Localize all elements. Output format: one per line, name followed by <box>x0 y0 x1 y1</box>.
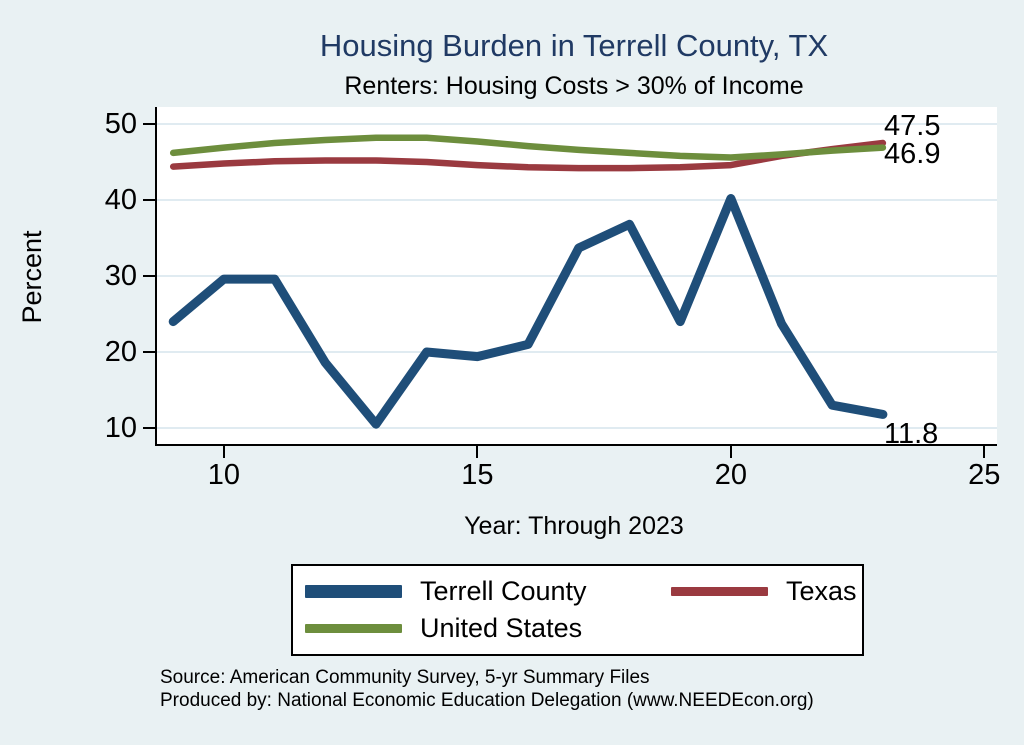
y-tick-mark <box>143 123 155 126</box>
end-label-united-states: 46.9 <box>884 138 941 170</box>
legend-label: Terrell County <box>420 576 587 606</box>
y-tick-mark <box>143 275 155 278</box>
y-tick-mark <box>143 351 155 354</box>
end-label-texas: 47.5 <box>884 110 941 142</box>
y-tick-label: 30 <box>104 260 137 293</box>
y-tick-mark <box>143 427 155 430</box>
y-tick-label: 20 <box>104 336 137 369</box>
x-tick-mark <box>222 446 225 458</box>
chart-title: Housing Burden in Terrell County, TX <box>319 28 829 63</box>
x-tick-label: 15 <box>461 459 494 491</box>
y-tick-label: 10 <box>104 412 137 445</box>
chart-subtitle: Renters: Housing Costs > 30% of Income <box>344 72 804 100</box>
source-text: Source: American Community Survey, 5-yr … <box>160 666 814 712</box>
y-tick-label: 40 <box>104 184 137 217</box>
series-line-united-states <box>169 134 887 161</box>
series-line-terrell-county <box>168 194 888 429</box>
plot-area <box>155 107 997 446</box>
legend-label: United States <box>420 613 583 643</box>
x-tick-label: 20 <box>714 459 747 491</box>
x-tick-mark <box>983 446 986 458</box>
legend: Terrell County Texas United States <box>291 564 864 656</box>
legend-item-texas: Texas <box>671 576 862 607</box>
x-tick-label: 25 <box>968 459 1001 491</box>
x-tick-label: 10 <box>207 459 241 491</box>
terrell-county-line-swatch <box>305 585 402 598</box>
texas-line-swatch <box>671 587 768 596</box>
producer-line: Produced by: National Economic Education… <box>160 690 814 711</box>
y-axis-label: Percent <box>17 230 47 324</box>
united-states-line-swatch <box>305 624 402 633</box>
legend-label: Texas <box>786 576 857 606</box>
end-label-terrell-county: 11.8 <box>884 418 939 450</box>
chart-canvas <box>157 123 997 430</box>
x-tick-mark <box>476 446 479 458</box>
source-line: Source: American Community Survey, 5-yr … <box>160 667 650 688</box>
series-line-texas <box>169 139 887 172</box>
x-axis-title: Year: Through 2023 <box>464 512 684 540</box>
x-tick-mark <box>729 446 732 458</box>
legend-item-terrell-county: Terrell County <box>305 576 671 607</box>
legend-item-united-states: United States <box>305 613 671 644</box>
y-tick-mark <box>143 199 155 202</box>
y-tick-label: 50 <box>104 108 137 141</box>
